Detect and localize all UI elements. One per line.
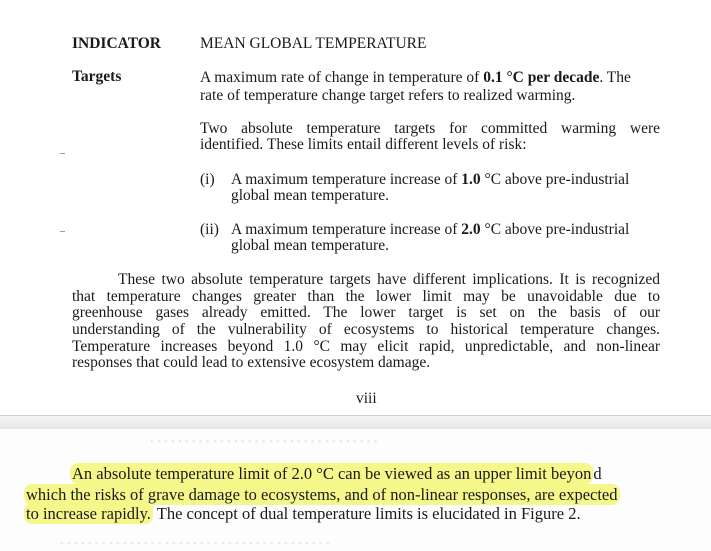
implications-line-4-box: understanding of the vulnerability of ec… [72,322,660,338]
target-item-1-number: (i) [200,171,215,188]
target-item-1-line-2: global mean temperature. [231,187,389,204]
absolute-targets-line-1: Two absolute temperature targets for com… [200,120,660,137]
implications-line-5: Temperature increases beyond 1.0 °C may … [72,338,660,355]
bottom-line-2: which the risks of grave damage to ecosy… [24,484,620,505]
document-page-upper: INDICATOR MEAN GLOBAL TEMPERATURE Target… [60,35,660,407]
target-item-2-line-1: A maximum temperature increase of 2.0 °C… [231,222,629,238]
target-item-2-suffix: °C above pre-industrial [480,221,630,238]
target-item-2-prefix: A maximum temperature increase of [231,221,462,238]
indicator-value: MEAN GLOBAL TEMPERATURE [200,35,427,52]
target-item-1-value: 1.0 [461,171,481,188]
rate-target-line-2: rate of temperature change target refers… [200,87,576,104]
implications-line-3-box: greenhouse gases already emitted. The lo… [72,305,660,321]
bottom-line-3: to increase rapidly. The concept of dual… [24,503,581,524]
highlight-span-3: to increase rapidly. [24,503,153,524]
document-page-lower: . . . . . . . . . . . . . . . . . . . . … [0,429,711,551]
bottom-line-3-rest: The concept of dual temperature limits i… [152,504,581,523]
rate-target-line-1: A maximum rate of change in temperature … [200,70,631,86]
rate-target-value: 0.1 °C per decade [483,69,600,86]
implications-line-5-box: Temperature increases beyond 1.0 °C may … [72,339,660,355]
implications-line-6: responses that could lead to extensive e… [72,354,431,371]
rate-target-prefix: A maximum rate of change in temperature … [200,69,484,86]
highlight-span-2: which the risks of grave damage to ecosy… [24,484,620,505]
bleed-through-text: . . . . . . . . . . . . . . . . . . . . … [150,431,378,446]
highlight-span-1: An absolute temperature limit of 2.0 °C … [70,463,594,484]
target-item-2-line-2: global mean temperature. [231,237,389,254]
rate-target-suffix: . The [599,69,631,86]
implications-line-2: that temperature changes greater than th… [72,288,660,305]
bleed-through-text: . . . . . . . . . . . . . . . . . . . . … [60,533,330,548]
scan-mark [60,153,65,154]
target-item-2-value: 2.0 [461,221,481,238]
implications-line-1: These two absolute temperature targets h… [118,271,660,288]
page-number: viii [356,390,377,407]
indicator-label: INDICATOR [72,35,161,52]
bottom-line-1: An absolute temperature limit of 2.0 °C … [70,463,602,484]
bottom-line-1-rest: d [593,464,602,483]
scan-mark [60,231,65,232]
absolute-targets-line-2: identified. These limits entail differen… [200,136,527,153]
target-item-1-prefix: A maximum temperature increase of [231,171,462,188]
target-item-1-suffix: °C above pre-industrial [480,171,630,188]
implications-line-1-box: These two absolute temperature targets h… [118,272,660,288]
target-item-2-number: (ii) [200,221,219,238]
targets-label: Targets [72,68,122,85]
target-item-1-line-1: A maximum temperature increase of 1.0 °C… [231,172,629,188]
implications-line-4: understanding of the vulnerability of ec… [72,321,660,338]
implications-line-2-box: that temperature changes greater than th… [72,289,660,305]
absolute-targets-paragraph: Two absolute temperature targets for com… [200,121,660,137]
implications-line-3: greenhouse gases already emitted. The lo… [72,304,660,321]
page-divider [0,415,711,430]
